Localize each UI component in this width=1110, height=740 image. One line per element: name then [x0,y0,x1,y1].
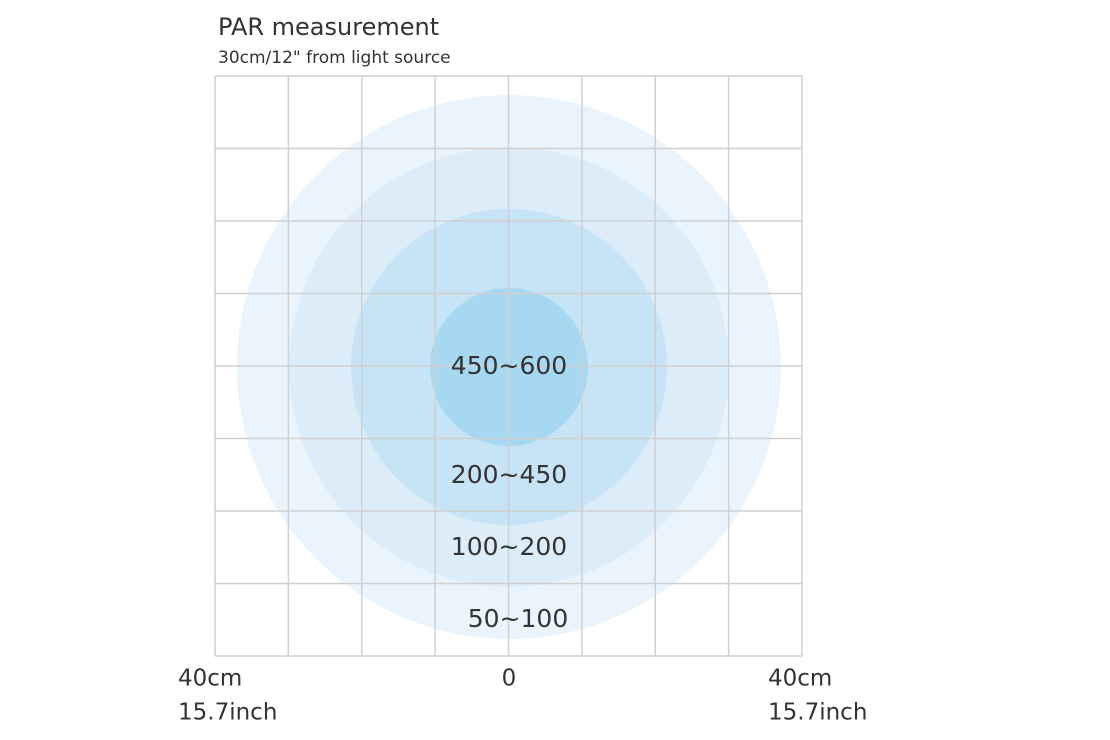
grid [214,75,803,657]
zone-label: 50~100 [468,604,568,633]
axis-label: 15.7inch [178,700,277,726]
zone-label: 100~200 [451,532,567,561]
axis-label: 40cm [768,666,832,692]
axis-label: 40cm [178,666,242,692]
zone-label: 200~450 [451,460,567,489]
zone-label: 450~600 [451,351,567,380]
axis-label: 15.7inch [768,700,867,726]
subtitle: 30cm/12" from light source [218,48,451,68]
title: PAR measurement [218,13,439,41]
axis-label: 0 [502,666,517,692]
